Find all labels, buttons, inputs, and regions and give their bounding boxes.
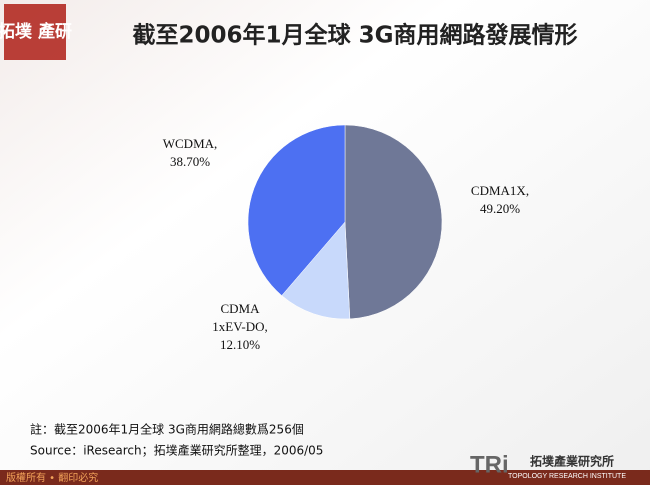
value-label: 49.20% (480, 201, 520, 216)
slice-label-line: CDMA (220, 301, 260, 316)
copyright: 版權所有 • 翻印必究 (6, 471, 98, 484)
footer-bar (0, 470, 650, 485)
value-label: 38.70% (170, 154, 210, 169)
note: 註：截至2006年1月全球 3G商用網路總數爲256個 (30, 422, 304, 437)
chart-title: 截至2006年1月全球 3G商用網路發展情形 (133, 22, 578, 49)
slice-label: WCDMA, (163, 136, 218, 151)
pie-slice (247, 124, 346, 296)
logo-box (4, 4, 66, 60)
slice-label: CDMA 1xEV-DO, (212, 301, 268, 334)
value-label: 12.10% (220, 337, 260, 352)
brand: TRi (470, 451, 509, 478)
slice-label-line: CDMA1X, (471, 183, 529, 198)
pie-slice (281, 221, 351, 320)
institute-en: TOPOLOGY RESEARCH INSTITUTE (508, 473, 626, 480)
slice-label-line: 1xEV-DO, (212, 319, 268, 334)
institute: 拓墣產業研究所 (530, 454, 614, 469)
pie-slice (344, 124, 443, 320)
pie: CDMA1X, 49.20% CDMA 1xEV-DO, 12.10% WCDMA, 38.… (163, 124, 529, 352)
logo: 拓墣 產研 (0, 21, 72, 42)
slice-label: CDMA1X, (471, 183, 529, 198)
note: Source：iResearch；拓墣產業研究所整理，2006/05 (30, 443, 323, 458)
slice-label-line: WCDMA, (163, 136, 218, 151)
